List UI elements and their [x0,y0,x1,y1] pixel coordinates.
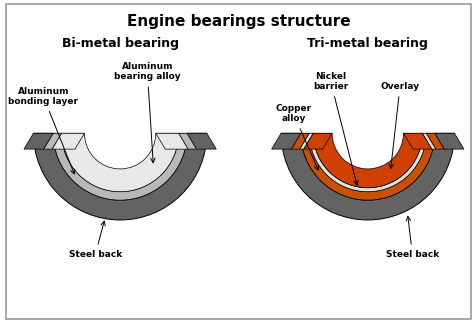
Wedge shape [310,133,426,192]
Polygon shape [300,133,313,149]
Text: Overlay: Overlay [381,82,419,169]
Polygon shape [272,133,301,149]
Text: Engine bearings structure: Engine bearings structure [127,15,350,29]
Polygon shape [24,133,53,149]
Text: Steel back: Steel back [69,221,122,259]
Wedge shape [34,133,207,220]
Wedge shape [53,133,187,200]
Polygon shape [187,133,216,149]
Polygon shape [435,133,464,149]
Text: Aluminum
bearing alloy: Aluminum bearing alloy [114,62,181,163]
Polygon shape [304,133,332,149]
Polygon shape [422,133,436,149]
Polygon shape [179,133,197,149]
Wedge shape [62,133,179,192]
FancyBboxPatch shape [6,4,471,319]
Polygon shape [403,133,432,149]
Text: Tri-metal bearing: Tri-metal bearing [307,37,428,50]
Wedge shape [313,133,422,188]
Wedge shape [301,133,435,200]
Polygon shape [292,133,310,149]
Text: Copper
alloy: Copper alloy [275,104,319,170]
Text: Steel back: Steel back [386,216,439,259]
Polygon shape [426,133,444,149]
Polygon shape [52,133,84,149]
Text: Aluminum
bonding layer: Aluminum bonding layer [9,87,78,174]
Wedge shape [281,133,455,220]
Polygon shape [44,133,62,149]
Text: Bi-metal bearing: Bi-metal bearing [62,37,179,50]
Polygon shape [156,133,188,149]
Text: Nickel
barrier: Nickel barrier [313,72,358,185]
